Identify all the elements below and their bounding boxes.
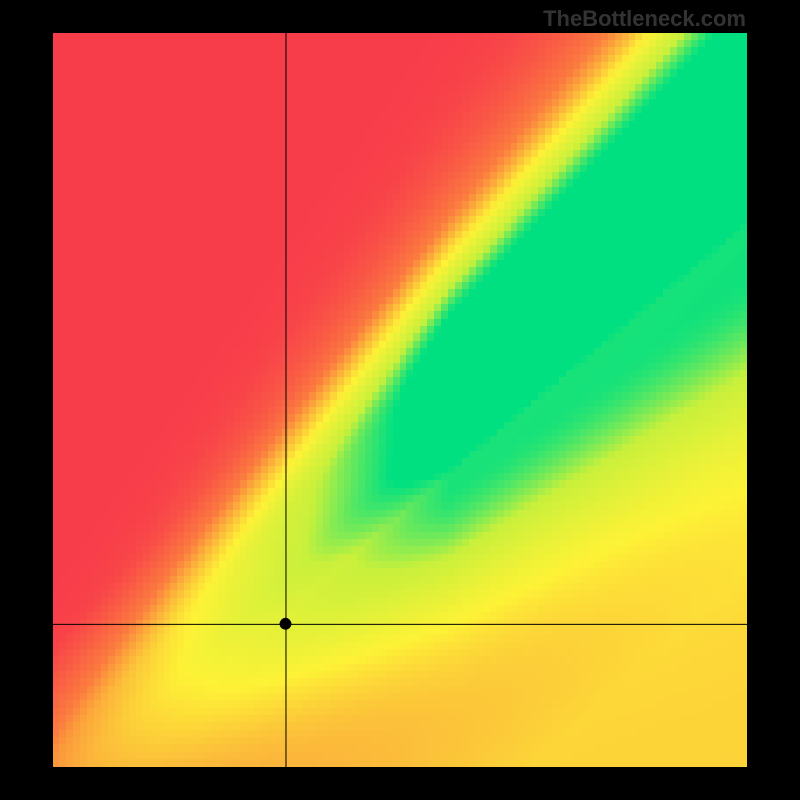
watermark-text: TheBottleneck.com bbox=[543, 6, 746, 32]
heatmap-canvas bbox=[53, 33, 747, 767]
heatmap-chart bbox=[53, 33, 747, 767]
